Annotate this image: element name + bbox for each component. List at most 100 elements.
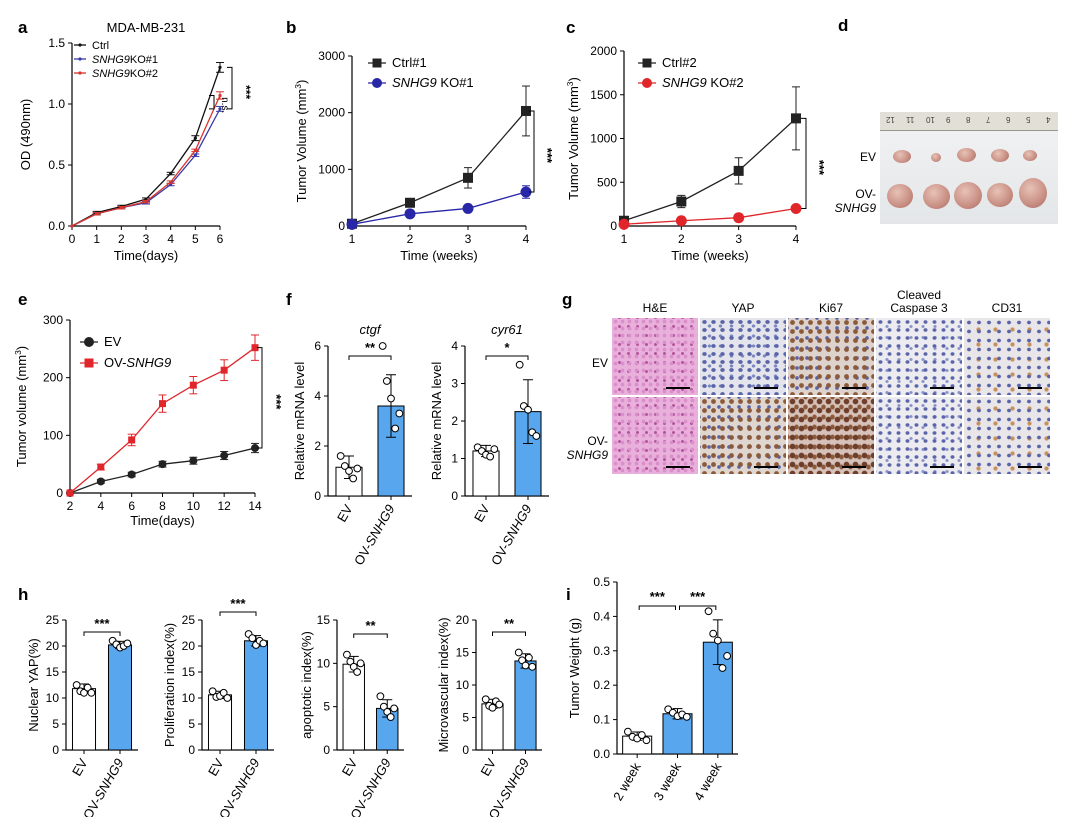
h4-bar-1-point-0 [514,648,523,657]
h4-ylabel: Microvascular index(%) [436,617,451,752]
b-ytick-label-3: 3000 [318,49,345,63]
h4-category-label-0: EV [477,756,499,779]
e-ytick-label-1: 100 [43,428,63,442]
tray-row-label-ev: EV [830,150,876,164]
scale-bar [666,466,690,468]
i-bar-2-point-3 [718,664,727,672]
h2-bar-0-point-4 [223,694,232,702]
c-legend-marker-0 [642,58,652,68]
f2-category-label-0-part-0: EV [471,502,493,525]
f1-bar-1-point-0 [378,342,387,350]
h3-sig-stars: ** [365,618,376,633]
c-xtick-label-2: 3 [735,232,742,246]
c-xlabel: Time (weeks) [671,248,749,263]
a-legend-text-1-part-1: SNHG9 [92,54,130,66]
h3-category-label-0-part-0: EV [339,756,361,779]
ihc-row-label-ev-text: EV [591,356,608,370]
e-xlabel: Time(days) [130,513,195,528]
i-category-label-2: 4 week [691,760,725,804]
i-ylabel-part-0: Tumor Weight (g) [567,618,582,718]
e-series-1-point-5 [220,366,228,374]
b-xtick-label-0: 1 [349,232,356,246]
i-category-label-2-part-0: 4 week [691,760,725,804]
a-series-1-point-5 [193,153,197,157]
scale-bar [754,466,778,468]
ruler-tick-label-5: 7 [986,115,991,124]
c-legend-text-0-part-2: Ctrl#2 [662,55,697,70]
h4-bar-1-point-2 [521,661,530,670]
ruler-tick-label-4: 8 [966,115,971,124]
a-series-2-point-4 [169,180,173,184]
scale-bar [754,387,778,389]
a-series-1-point-6 [218,107,222,111]
e-xtick-label-3: 8 [159,499,166,513]
f2-bar-0-point-4 [490,445,499,454]
h2-ytick-label-3: 15 [182,665,196,679]
f1-ytick-label-1: 2 [314,439,321,453]
a-xtick-label-6: 6 [217,232,224,246]
c-xtick-label-3: 4 [793,232,800,246]
e-sig-stars: *** [269,394,284,410]
h2-sig-stars: *** [230,596,246,611]
ihc-tile-r1-c1 [700,397,786,474]
tumor-specimen-7 [954,181,982,209]
f1-title: ctgf [360,322,382,337]
a-legend-marker-1 [78,57,82,61]
h1-bar-0-point-2 [80,688,88,697]
b-series-1-line [351,191,527,225]
e-ytick-label-0: 0 [56,486,63,500]
h4-bar-0-point-0 [481,695,490,704]
c-ylabel-part-1: 3 [565,81,575,86]
b-ytick-label-2: 2000 [318,106,345,120]
h1-ytick-label-5: 25 [46,613,60,627]
scale-bar [666,387,690,389]
e-series-0-point-4 [189,456,198,465]
h2-bar-0-point-3 [219,688,228,697]
b-legend-marker-0 [372,58,382,68]
c-series-0-point-2 [733,165,744,176]
e-ytick-label-3: 300 [43,313,63,327]
a-series-0-point-4 [169,171,173,176]
e-legend-text-1-part-0: OV- [104,355,126,370]
c-series-0-point-1 [676,196,687,207]
e-xtick-label-1: 4 [97,499,104,513]
h4-category-label-1-part-1: SNHG9 [497,756,532,802]
e-series-1-point-4 [189,381,197,389]
h2-bar-1-point-4 [259,639,268,648]
a-legend-text-1-part-2: KO#1 [130,54,158,66]
h1-category-label-1-part-1: SNHG9 [91,756,126,802]
e-legend-text-1: OV-SNHG9 [104,355,171,370]
panel-label-h: h [18,585,28,604]
i-bar-0-point-3 [637,731,646,739]
h1-bar-0-point-0 [72,681,81,689]
h4-sig-bracket [492,631,526,636]
h4-ytick-label-4: 20 [456,613,470,627]
f2-ytick-label-3: 3 [451,377,458,391]
e-ylabel-part-0: Tumor volume (mm [14,355,29,467]
panel-label-i: i [566,585,571,604]
b-series-1-point-2 [462,202,474,214]
ihc-row-label-ev: EV [562,356,608,370]
b-sig-stars: *** [540,148,555,164]
h2-ytick-label-1: 5 [188,717,195,731]
i-sig-stars-2: *** [690,589,706,604]
h1-ytick-label-0: 0 [52,743,59,757]
scale-bar [930,387,954,389]
a-xtick-label-4: 4 [167,232,174,246]
h1-ytick-label-4: 20 [46,639,60,653]
e-legend-marker-1 [84,358,94,368]
h3-bar-0 [342,663,365,751]
h2-category-label-0-part-0: EV [205,756,227,779]
e-xtick-label-0: 2 [67,499,74,513]
e-ytick-label-2: 200 [43,371,63,385]
ruler-tick-label-7: 5 [1026,115,1031,124]
f2-bar-1-point-2 [524,405,532,414]
a-legend-marker-0 [78,43,82,47]
b-legend-text-0: Ctrl#1 [392,55,427,70]
ihc-row-label-ov-gene: SNHG9 [566,448,608,462]
ihc-tile-r1-c4 [964,397,1050,474]
e-series-1-point-2 [128,436,136,444]
tray-row-label-ov: OV- SNHG9 [822,187,876,215]
h3-bar-1-point-3 [386,713,395,721]
